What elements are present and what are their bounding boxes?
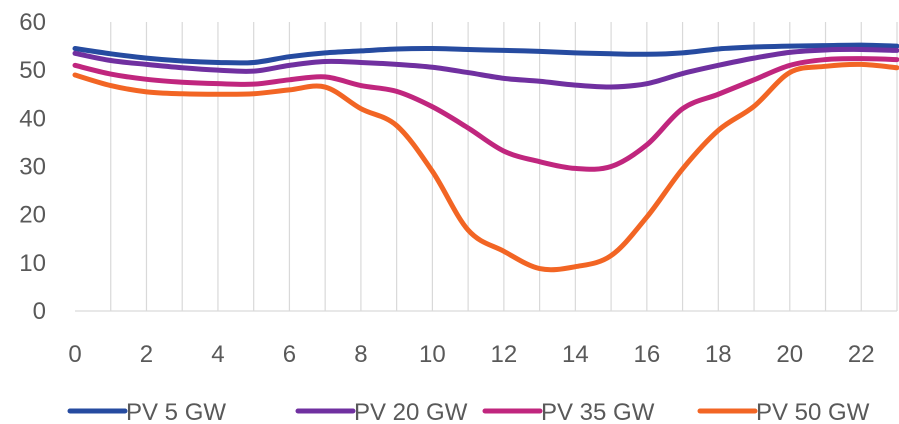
y-tick-label: 10 <box>19 250 46 277</box>
series-line-pv-20-gw <box>72 46 899 90</box>
legend-label: PV 5 GW <box>126 399 226 424</box>
series-line-pv-50-gw <box>72 61 899 273</box>
y-tick-label: 30 <box>19 154 46 181</box>
x-tick-label: 14 <box>562 341 589 368</box>
x-tick-label: 18 <box>705 341 732 368</box>
x-tick-label: 8 <box>354 341 367 368</box>
x-tick-label: 10 <box>419 341 446 368</box>
series-line-pv-35-gw <box>72 56 899 172</box>
y-tick-label: 50 <box>19 57 46 84</box>
legend: PV 5 GW PV 20 GW PV 35 GW PV 50 GW <box>67 399 870 424</box>
legend-item: PV 50 GW <box>697 399 870 424</box>
gridlines <box>110 22 898 311</box>
y-tick-label: 20 <box>19 202 46 229</box>
legend-label: PV 35 GW <box>541 399 655 424</box>
x-tick-label: 4 <box>211 341 224 368</box>
y-tick-label: 0 <box>33 298 46 325</box>
legend-item: PV 35 GW <box>482 399 655 424</box>
x-tick-label: 2 <box>140 341 153 368</box>
x-axis-tick-labels: 0 2 4 6 8 10 12 14 16 18 20 22 <box>68 341 874 368</box>
y-tick-label: 40 <box>19 105 46 132</box>
series-line-pv-5-gw <box>72 42 899 66</box>
legend-label: PV 50 GW <box>756 399 870 424</box>
x-tick-label: 12 <box>491 341 518 368</box>
legend-item: PV 20 GW <box>295 399 468 424</box>
x-tick-label: 20 <box>776 341 803 368</box>
x-tick-label: 0 <box>68 341 81 368</box>
x-tick-label: 22 <box>848 341 875 368</box>
legend-label: PV 20 GW <box>354 399 468 424</box>
x-tick-label: 6 <box>283 341 296 368</box>
x-tick-label: 16 <box>633 341 660 368</box>
y-tick-label: 60 <box>19 9 46 36</box>
series-lines <box>72 42 899 273</box>
legend-item: PV 5 GW <box>67 399 226 424</box>
y-axis-tick-labels: 0 10 20 30 40 50 60 <box>19 9 46 325</box>
